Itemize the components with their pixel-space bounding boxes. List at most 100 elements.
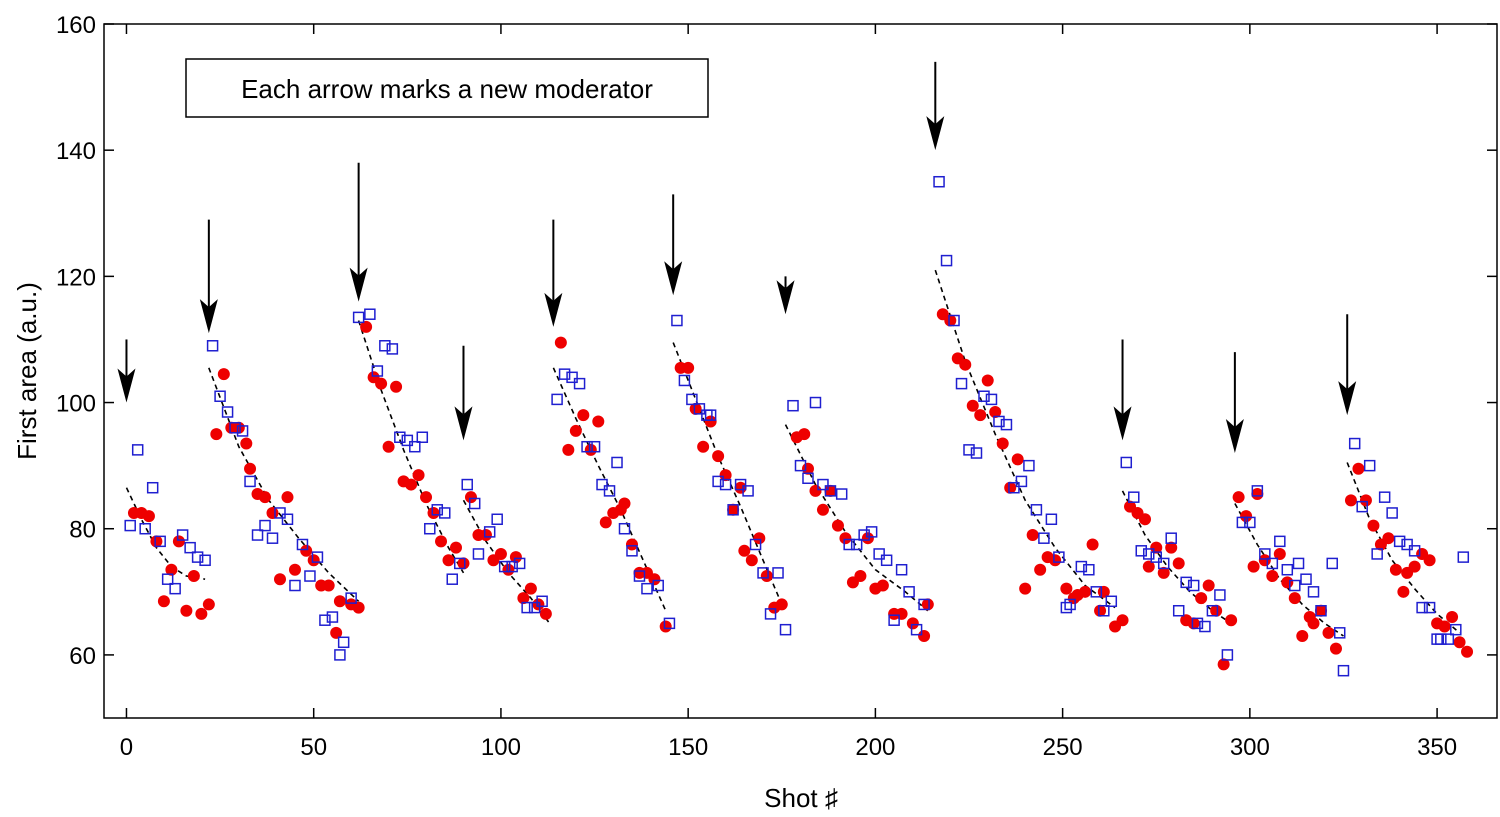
data-point-filled	[824, 484, 837, 497]
data-point-open	[1300, 573, 1312, 585]
x-tick-label: 250	[1043, 734, 1083, 761]
data-point-open	[424, 522, 436, 535]
data-point-open	[139, 522, 151, 535]
data-point-open	[1326, 557, 1338, 570]
data-point-open	[491, 513, 503, 526]
data-point-open	[693, 403, 706, 415]
data-point-open	[1307, 586, 1320, 598]
plot-frame	[103, 23, 1498, 719]
data-point-filled	[1079, 585, 1092, 598]
data-point-filled	[1461, 645, 1474, 658]
data-point-filled	[944, 314, 957, 327]
data-point-filled	[281, 491, 294, 504]
data-point-filled	[1258, 554, 1271, 567]
data-point-filled	[906, 617, 919, 630]
y-axis-title: First area (a.u.)	[12, 282, 42, 460]
data-point-open	[146, 481, 159, 494]
data-point-filled	[352, 601, 365, 614]
data-point-open	[918, 598, 930, 611]
data-point-filled	[839, 532, 852, 545]
data-point-filled	[442, 554, 455, 567]
data-point-open	[824, 485, 837, 497]
data-point-filled	[1315, 604, 1328, 617]
data-point-filled	[861, 532, 874, 545]
data-point-open	[394, 431, 406, 443]
y-tick-label: 140	[56, 138, 96, 165]
data-point-filled	[816, 503, 829, 516]
data-point-filled	[1438, 620, 1451, 633]
data-point-filled	[1165, 541, 1178, 554]
y-tick-label: 80	[69, 517, 96, 544]
data-point-filled	[918, 629, 931, 642]
data-point-filled	[1367, 519, 1380, 532]
data-point-filled	[1004, 481, 1017, 494]
data-point-filled	[195, 607, 208, 620]
data-point-open	[528, 601, 541, 614]
data-point-filled	[180, 604, 193, 617]
data-point-filled	[539, 607, 552, 620]
data-point-filled	[464, 491, 477, 504]
data-point-filled	[1172, 557, 1185, 570]
data-point-filled	[1116, 614, 1129, 627]
data-point-open	[1251, 485, 1264, 497]
data-point-open	[1221, 649, 1234, 661]
data-point-open	[611, 456, 623, 469]
data-point-open	[1083, 563, 1095, 576]
data-point-open	[431, 504, 444, 516]
data-point-open	[1030, 504, 1043, 516]
data-point-open	[1371, 548, 1383, 560]
data-point-open	[1431, 633, 1443, 645]
data-point-open	[850, 538, 863, 551]
data-point-open	[671, 314, 683, 327]
data-point-open	[1457, 551, 1470, 563]
arrow-head-3	[349, 267, 368, 302]
data-point-open	[1266, 557, 1279, 570]
y-tick-label: 100	[56, 391, 96, 418]
data-point-open	[596, 478, 608, 491]
data-point-open	[184, 541, 196, 554]
data-point-open	[779, 623, 792, 636]
annotation-frame	[185, 58, 709, 118]
arrow-head-1	[117, 368, 136, 403]
data-point-open	[161, 573, 174, 585]
y-tick-label: 120	[56, 264, 96, 291]
data-point-filled	[1157, 566, 1170, 579]
data-point-open	[521, 601, 533, 614]
data-point-filled	[1251, 488, 1264, 501]
data-point-filled	[157, 595, 170, 608]
data-point-open	[712, 475, 724, 488]
data-point-open	[1180, 576, 1192, 589]
data-point-open	[364, 308, 376, 320]
data-point-open	[1348, 437, 1361, 450]
data-point-filled	[360, 320, 373, 333]
data-point-open	[1386, 507, 1398, 519]
data-point-filled	[457, 557, 470, 570]
data-point-open	[1135, 545, 1148, 557]
data-point-filled	[854, 570, 867, 583]
data-point-open	[296, 538, 309, 551]
data-point-open	[266, 532, 279, 544]
data-point-filled	[405, 478, 418, 491]
data-point-filled	[142, 510, 155, 523]
fit-curve-2	[208, 367, 360, 602]
data-point-open	[573, 377, 586, 390]
data-point-filled	[618, 497, 631, 510]
data-point-filled	[682, 361, 695, 374]
data-point-open	[453, 557, 466, 570]
data-point-open	[603, 485, 616, 497]
x-tick-label: 200	[855, 734, 895, 761]
data-point-filled	[562, 443, 575, 456]
data-point-filled	[625, 538, 638, 551]
data-point-filled	[659, 620, 672, 633]
data-point-filled	[966, 399, 979, 412]
data-point-open	[895, 563, 908, 576]
arrow-head-2	[199, 299, 218, 334]
x-tick-label: 300	[1230, 734, 1270, 761]
data-point-filled	[753, 532, 766, 545]
data-point-filled	[599, 516, 612, 529]
data-point-filled	[569, 424, 582, 437]
data-point-open	[933, 175, 945, 188]
data-point-open	[1401, 538, 1413, 551]
data-point-filled	[921, 598, 934, 611]
data-point-open	[1356, 500, 1368, 513]
